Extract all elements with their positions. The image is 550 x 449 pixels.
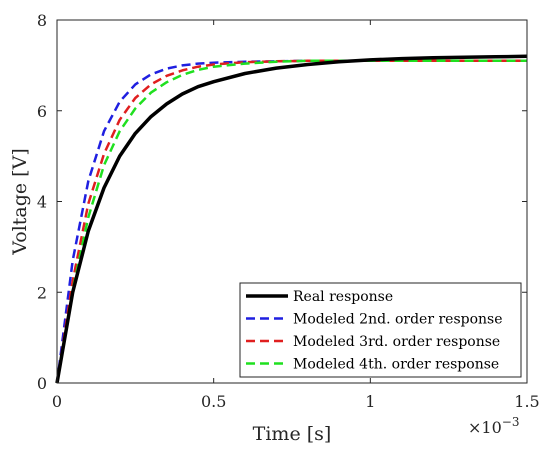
series-line-4	[55, 59, 527, 384]
x-tick-label: 1.5	[514, 392, 539, 411]
ticks-layer: 0 0.5 1 1.5 0 2 4 6 8	[37, 11, 540, 411]
series-layer	[55, 54, 528, 384]
y-tick-label: 2	[37, 283, 47, 302]
x-tick-label: 1	[365, 392, 375, 411]
legend-label: Modeled 2nd. order response	[293, 312, 503, 328]
x-axis-multiplier: ×10−3	[468, 415, 519, 437]
x-axis-multiplier-exponent: −3	[502, 415, 520, 429]
legend-label: Modeled 4th. order response	[293, 357, 499, 373]
y-tick-label: 4	[37, 193, 47, 212]
x-tick-label: 0.5	[201, 392, 226, 411]
series-line-1	[55, 54, 528, 384]
legend-items: Real response Modeled 2nd. order response…	[246, 289, 503, 373]
x-tick-label: 0	[52, 392, 62, 411]
legend-label: Real response	[293, 289, 393, 305]
legend: Real response Modeled 2nd. order response…	[239, 282, 522, 378]
x-axis-multiplier-base: ×10	[468, 418, 502, 437]
legend-label: Modeled 3rd. order response	[293, 334, 500, 350]
y-tick-label: 6	[37, 102, 47, 121]
y-axis-label: Voltage [V]	[9, 148, 31, 255]
y-tick-label: 8	[37, 11, 47, 30]
x-axis-label: Time [s]	[253, 423, 332, 445]
y-tick-label: 0	[37, 374, 47, 393]
legend-box	[239, 282, 522, 378]
